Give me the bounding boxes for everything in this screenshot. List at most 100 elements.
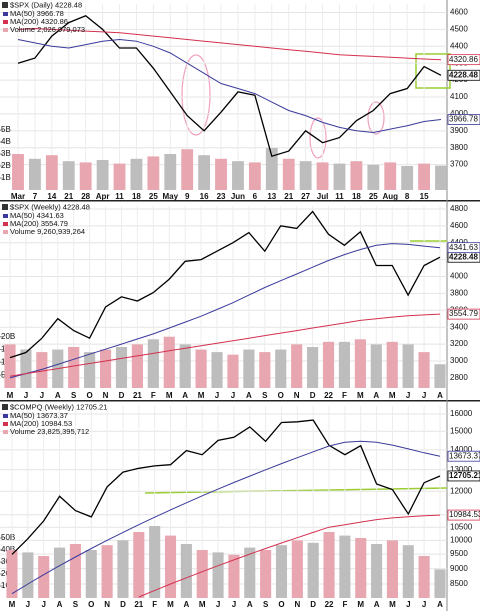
y-tick-label: 9500: [450, 549, 468, 558]
volume-bar: [401, 166, 414, 190]
x-tick-label: 11: [335, 192, 344, 201]
y-tick-label: 3000: [450, 356, 468, 365]
volume-bar: [54, 547, 66, 598]
volume-bar: [68, 346, 80, 388]
y-tick-label: 3400: [450, 322, 468, 331]
x-tick-label: M: [7, 391, 14, 400]
volume-bar: [350, 161, 363, 190]
x-tick-label: J: [26, 600, 30, 609]
legend-entry: MA(50) 4341.63: [10, 211, 64, 220]
x-tick-label: F: [152, 600, 157, 609]
ma-line: [9, 313, 441, 377]
x-tick-label: M: [9, 600, 16, 609]
y2-tick-label: 5B: [1, 125, 11, 134]
volume-bar: [113, 163, 126, 190]
y-tick-label: 15000: [450, 426, 473, 435]
legend-entry: MA(50) 3966.78: [10, 9, 64, 18]
volume-bar: [418, 352, 430, 388]
x-tick-label: N: [103, 391, 109, 400]
legend-entry: Volume 2,026,979,073: [10, 25, 85, 34]
x-tick-label: A: [246, 391, 252, 400]
volume-bar: [22, 552, 34, 598]
volume-bar: [386, 540, 398, 598]
last-value-label: 4320.86: [449, 55, 478, 64]
x-tick-label: A: [374, 600, 380, 609]
x-tick-label: 25: [369, 192, 378, 201]
last-value-box: [447, 470, 480, 482]
y2-tick-label: 3B: [1, 149, 11, 158]
volume-bar: [96, 160, 109, 190]
y-tick-label: 10500: [450, 522, 473, 531]
y-tick-label: 4600: [450, 8, 468, 17]
volume-bar: [196, 550, 208, 598]
x-tick-label: J: [422, 600, 426, 609]
x-tick-label: 22: [325, 600, 334, 609]
legend-swatch: [3, 422, 8, 426]
volume-bar: [6, 550, 18, 598]
x-tick-label: Jun: [231, 192, 245, 201]
volume-bar: [85, 550, 97, 598]
x-tick-label: 23: [217, 192, 226, 201]
volume-bar: [45, 155, 58, 190]
x-tick-label: N: [294, 391, 300, 400]
panel-divider: [0, 200, 480, 202]
x-tick-label: 18: [132, 192, 141, 201]
y-tick-label: 8500: [450, 579, 468, 588]
volume-bar: [163, 336, 175, 388]
y-tick-label: 4100: [450, 92, 468, 101]
y-tick-label: 4500: [450, 24, 468, 33]
ma-line: [9, 243, 441, 379]
volume-bar: [211, 352, 223, 388]
volume-bar: [243, 349, 255, 388]
volume-bar: [4, 344, 16, 388]
last-value-label: 12705.21: [449, 471, 480, 480]
x-tick-label: M: [199, 600, 206, 609]
x-tick-label: 8: [405, 192, 410, 201]
legend-swatch: [3, 430, 8, 434]
x-tick-label: Apr: [96, 192, 110, 201]
x-tick-label: A: [182, 391, 188, 400]
x-tick-label: D: [119, 391, 125, 400]
x-tick-label: A: [57, 600, 63, 609]
volume-bar: [147, 156, 160, 190]
volume-bar: [434, 364, 446, 388]
volume-bar: [198, 155, 211, 190]
legend-swatch: [3, 414, 8, 418]
y-tick-label: 2800: [450, 373, 468, 382]
annotation-ellipse: [181, 54, 211, 136]
volume-bar: [322, 341, 335, 388]
legend-swatch: [3, 12, 8, 16]
legend-swatch: [3, 214, 8, 218]
x-tick-label: A: [55, 391, 61, 400]
y2-tick-label: 20B: [1, 332, 15, 341]
volume-bar: [232, 161, 244, 190]
volume-bar: [354, 339, 366, 388]
volume-bar: [227, 354, 239, 388]
legend-swatch: [3, 230, 8, 234]
legend-entry: MA(200) 10984.53: [10, 419, 72, 428]
x-tick-label: S: [263, 600, 269, 609]
legend-entry: Volume 23,825,395,712: [10, 427, 89, 436]
y-tick-label: 4000: [450, 272, 468, 281]
x-tick-label: 27: [301, 192, 310, 201]
volume-bar: [149, 526, 161, 598]
legend-title: $SPX (Weekly) 4228.48: [10, 202, 90, 211]
x-tick-label: 7: [33, 192, 38, 201]
x-tick-label: S: [262, 391, 268, 400]
volume-bar: [195, 349, 207, 388]
volume-bar: [259, 352, 271, 388]
volume-bar: [115, 346, 128, 388]
x-tick-label: M: [167, 600, 174, 609]
x-tick-label: J: [232, 600, 236, 609]
price-line: [11, 419, 441, 555]
y-tick-label: 13000: [450, 465, 473, 474]
x-tick-label: N: [294, 600, 300, 609]
last-value-label: 4341.63: [449, 243, 478, 252]
last-value-box: [447, 308, 480, 320]
ma-line: [138, 514, 441, 598]
x-tick-label: F: [342, 391, 347, 400]
volume-bar: [384, 162, 397, 190]
x-tick-label: Jul: [317, 192, 329, 201]
legend-swatch: [3, 28, 8, 32]
